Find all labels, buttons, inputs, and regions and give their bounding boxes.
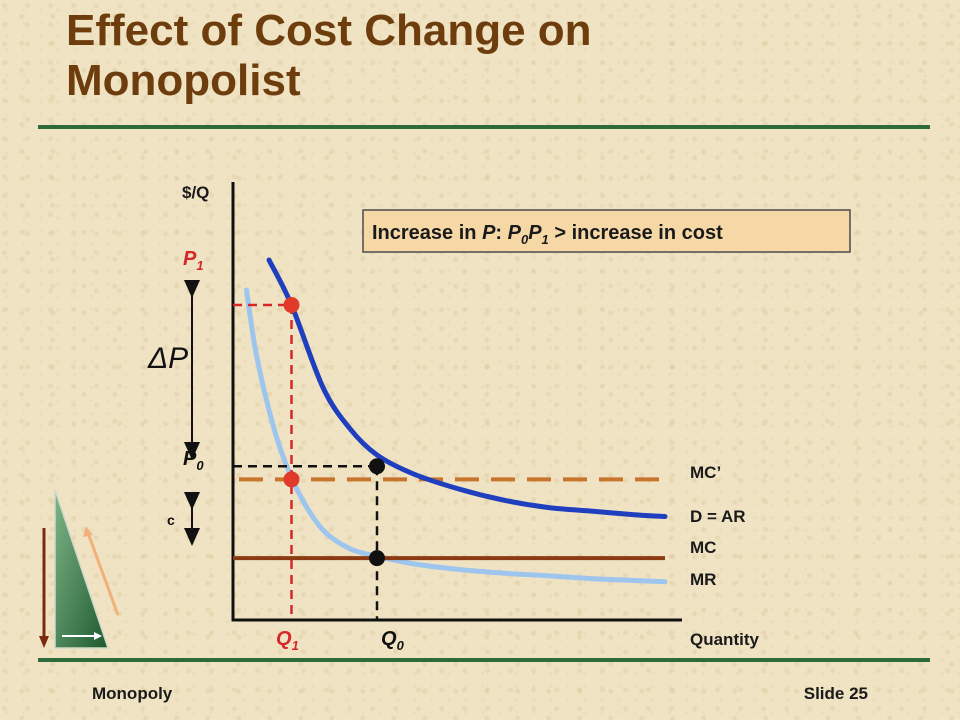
mr-curve: [244, 287, 668, 585]
mc-new-label: MC’: [690, 463, 721, 482]
p1-demand-marker: [283, 297, 300, 313]
mc-label: MC: [690, 538, 716, 557]
footer-topic: Monopoly: [92, 684, 173, 703]
demand-label: D = AR: [690, 507, 746, 526]
q1-label: Q1: [276, 628, 299, 653]
q0-label: Q0: [381, 628, 405, 653]
mc-mr-marker: [369, 550, 385, 567]
slide-title-line2: Monopolist: [66, 56, 301, 105]
mc-new-mr-marker: [283, 471, 300, 488]
x-axis-label: Quantity: [690, 630, 759, 649]
slide-title-line1: Effect of Cost Change on: [66, 6, 592, 55]
slide-title: Effect of Cost Change on Monopolist: [66, 6, 766, 106]
mr-label: MR: [690, 570, 716, 589]
demand-curve: [266, 257, 668, 519]
decorative-logo: [39, 489, 120, 649]
y-axis-label: $/Q: [182, 183, 209, 202]
p0-label: P0: [183, 448, 204, 473]
title-divider: [38, 125, 930, 129]
footer-slide-number: Slide 25: [803, 684, 868, 703]
cost-change-label: c: [167, 512, 175, 528]
annotation-box: [362, 209, 851, 253]
footer-divider: [38, 658, 930, 662]
p0-demand-marker: [369, 458, 385, 475]
p1-label: P1: [183, 248, 204, 273]
delta-p-symbol: ΔP: [147, 342, 188, 375]
annotation-text: Increase in P: P0P1 > increase in cost: [372, 222, 723, 247]
